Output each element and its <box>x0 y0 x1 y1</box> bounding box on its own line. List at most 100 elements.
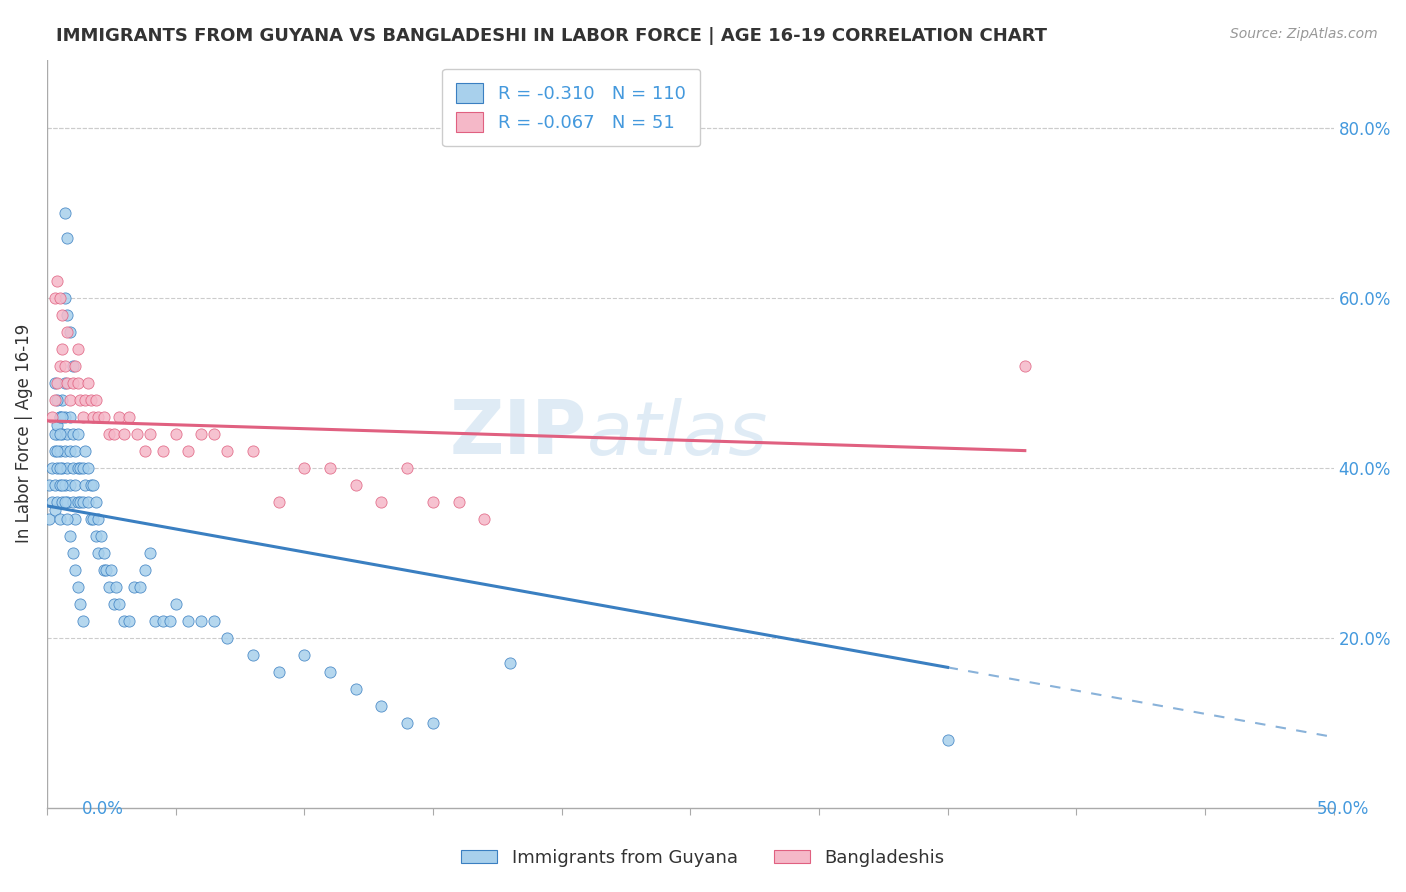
Text: Source: ZipAtlas.com: Source: ZipAtlas.com <box>1230 27 1378 41</box>
Point <box>49 511 72 525</box>
Point <box>63 359 86 373</box>
Point <box>499 656 522 670</box>
Point <box>51 392 73 407</box>
Point <box>202 614 225 628</box>
Point <box>49 291 72 305</box>
Point <box>53 291 76 305</box>
Text: ZIP: ZIP <box>450 397 588 470</box>
Point <box>103 597 125 611</box>
Point <box>134 443 156 458</box>
Point <box>396 715 419 730</box>
Point <box>75 443 97 458</box>
Point <box>63 511 86 525</box>
Point <box>292 648 315 662</box>
Text: atlas: atlas <box>588 398 769 469</box>
Point <box>59 392 82 407</box>
Point <box>56 426 79 441</box>
Point <box>82 511 104 525</box>
Point <box>66 494 89 508</box>
Point <box>139 426 162 441</box>
Point <box>46 274 69 288</box>
Point <box>46 426 69 441</box>
Point <box>936 732 959 747</box>
Point <box>69 460 91 475</box>
Point <box>49 409 72 424</box>
Point <box>165 597 187 611</box>
Point <box>62 546 84 560</box>
Point <box>63 477 86 491</box>
Point <box>38 511 60 525</box>
Point <box>44 477 66 491</box>
Point <box>59 443 82 458</box>
Point <box>215 631 238 645</box>
Point <box>370 494 392 508</box>
Point <box>93 409 115 424</box>
Point <box>56 460 79 475</box>
Point <box>44 392 66 407</box>
Point <box>62 426 84 441</box>
Point <box>125 426 148 441</box>
Point <box>159 614 181 628</box>
Point <box>62 359 84 373</box>
Point <box>108 597 131 611</box>
Point <box>46 418 69 433</box>
Point <box>38 477 60 491</box>
Point <box>56 494 79 508</box>
Point <box>344 477 367 491</box>
Point <box>77 376 100 390</box>
Point <box>344 681 367 696</box>
Point <box>103 426 125 441</box>
Point <box>63 563 86 577</box>
Point <box>422 494 444 508</box>
Point <box>44 426 66 441</box>
Point <box>53 376 76 390</box>
Point <box>46 392 69 407</box>
Point <box>97 580 120 594</box>
Point <box>177 443 200 458</box>
Point <box>105 580 128 594</box>
Point <box>100 563 122 577</box>
Point <box>84 392 107 407</box>
Point <box>59 409 82 424</box>
Point <box>51 494 73 508</box>
Point <box>59 477 82 491</box>
Point <box>51 477 73 491</box>
Point <box>77 460 100 475</box>
Point <box>66 460 89 475</box>
Y-axis label: In Labor Force | Age 16-19: In Labor Force | Age 16-19 <box>15 324 32 543</box>
Point <box>124 580 146 594</box>
Point <box>139 546 162 560</box>
Point <box>69 392 91 407</box>
Point <box>242 648 264 662</box>
Point <box>69 494 91 508</box>
Point <box>97 426 120 441</box>
Point <box>72 614 94 628</box>
Point <box>422 715 444 730</box>
Point <box>62 460 84 475</box>
Point <box>112 426 135 441</box>
Point <box>66 426 89 441</box>
Point <box>46 376 69 390</box>
Point <box>69 597 91 611</box>
Point <box>51 426 73 441</box>
Point <box>49 460 72 475</box>
Point <box>118 409 141 424</box>
Point <box>59 528 82 542</box>
Point <box>90 528 112 542</box>
Point <box>190 426 212 441</box>
Point <box>84 494 107 508</box>
Point <box>319 460 342 475</box>
Point <box>56 308 79 322</box>
Point <box>292 460 315 475</box>
Point <box>72 460 94 475</box>
Point <box>77 494 100 508</box>
Point <box>51 460 73 475</box>
Point <box>63 443 86 458</box>
Point <box>118 614 141 628</box>
Point <box>79 511 101 525</box>
Point <box>112 614 135 628</box>
Point <box>51 409 73 424</box>
Point <box>53 477 76 491</box>
Point <box>190 614 212 628</box>
Text: 0.0%: 0.0% <box>82 799 124 817</box>
